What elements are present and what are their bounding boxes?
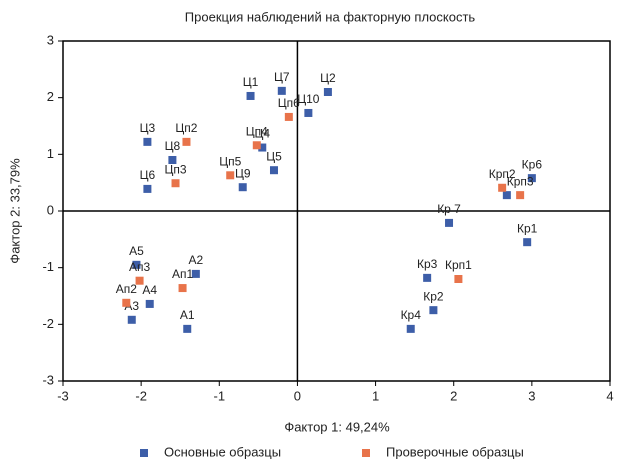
point — [183, 324, 192, 333]
point-label: Цп4 — [246, 124, 268, 138]
point — [132, 260, 141, 269]
point-label: Крп3 — [507, 174, 534, 188]
point — [168, 156, 177, 164]
point-label: Кр1 — [517, 221, 538, 235]
point-label: А5 — [129, 244, 144, 258]
point-label: Ц9 — [235, 166, 251, 180]
y-tick-label: -3 — [42, 372, 54, 387]
legend-label: Основные образцы — [164, 444, 281, 459]
legend-marker — [140, 449, 148, 457]
x-axis-label: Фактор 1: 49,24% — [284, 419, 390, 434]
point — [445, 218, 454, 227]
point — [143, 184, 152, 193]
point — [423, 273, 432, 282]
point — [277, 86, 286, 95]
point — [145, 299, 154, 308]
point-label: Кр6 — [522, 157, 543, 171]
point-label: Цп3 — [164, 162, 186, 176]
y-tick-label: -2 — [42, 316, 54, 331]
point — [143, 137, 152, 146]
point-label: Кр2 — [423, 289, 444, 303]
point — [127, 315, 136, 324]
point-label: Ц1 — [243, 75, 259, 89]
point-label: Ц4 — [254, 127, 270, 141]
point-label: Цп6 — [278, 96, 300, 110]
point — [523, 238, 532, 247]
legend-marker — [362, 449, 370, 457]
point — [258, 143, 267, 152]
point — [406, 324, 415, 333]
point-label: Ап1 — [172, 267, 194, 281]
y-axis-label: Фактор 2: 33,79% — [7, 158, 22, 264]
point — [191, 269, 200, 278]
point-label: Кр3 — [417, 257, 438, 271]
point — [122, 298, 131, 307]
point-label: Цп2 — [175, 121, 197, 135]
point — [498, 183, 507, 192]
point — [284, 112, 293, 121]
x-tick-label: -1 — [214, 388, 226, 403]
point — [178, 284, 187, 293]
y-tick-label: 2 — [47, 89, 54, 104]
point — [182, 137, 191, 146]
x-tick-label: 3 — [528, 388, 535, 403]
point-label: Ц3 — [140, 121, 156, 135]
legend-label: Проверочные образцы — [386, 444, 524, 459]
y-tick-label: 1 — [47, 146, 54, 161]
x-tick-label: 1 — [372, 388, 379, 403]
point-label: Кр4 — [401, 308, 422, 322]
point-label: Цп5 — [219, 154, 241, 168]
x-tick-label: 4 — [606, 388, 613, 403]
point — [252, 141, 261, 150]
point-label: Ц2 — [320, 71, 336, 85]
point — [516, 191, 525, 200]
point — [238, 183, 247, 192]
point-label: Кр 7 — [437, 202, 461, 216]
y-tick-label: 0 — [47, 202, 54, 217]
point — [323, 88, 332, 96]
point-label: Ап2 — [116, 282, 138, 296]
y-tick-label: 3 — [47, 32, 54, 47]
point-label: А4 — [142, 283, 157, 297]
point — [269, 166, 278, 175]
x-tick-label: 2 — [450, 388, 457, 403]
point-label: Ц6 — [140, 168, 156, 182]
point-label: Крп2 — [489, 167, 516, 181]
point-label: Ц8 — [165, 139, 181, 153]
y-tick-label: -1 — [42, 259, 54, 274]
point — [429, 306, 438, 315]
point — [171, 179, 180, 188]
point — [527, 174, 536, 183]
point — [226, 171, 235, 180]
point-label: Ап3 — [129, 260, 151, 274]
point-label: Крп1 — [445, 258, 472, 272]
point — [304, 108, 313, 117]
chart-title: Проекция наблюдений на факторную плоскос… — [185, 9, 476, 24]
point-label: А2 — [188, 253, 203, 267]
x-tick-label: -2 — [135, 388, 147, 403]
point — [135, 276, 144, 285]
point — [502, 191, 511, 200]
x-tick-label: -3 — [57, 388, 69, 403]
x-tick-label: 0 — [294, 388, 301, 403]
point-label: Ц10 — [297, 92, 320, 106]
point — [246, 91, 255, 100]
point-label: А1 — [180, 308, 195, 322]
point — [454, 275, 463, 283]
point-label: Ц5 — [266, 149, 282, 163]
point-label: Ц7 — [274, 70, 290, 84]
